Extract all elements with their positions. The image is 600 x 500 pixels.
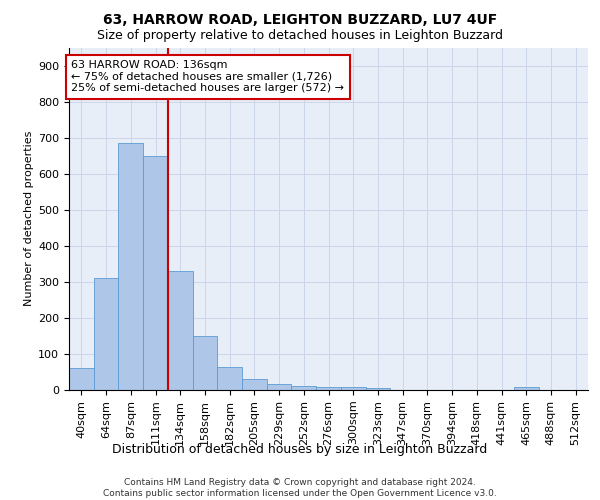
Text: 63, HARROW ROAD, LEIGHTON BUZZARD, LU7 4UF: 63, HARROW ROAD, LEIGHTON BUZZARD, LU7 4…: [103, 12, 497, 26]
Text: Contains HM Land Registry data © Crown copyright and database right 2024.
Contai: Contains HM Land Registry data © Crown c…: [103, 478, 497, 498]
Bar: [316, 387, 341, 390]
Bar: [69, 368, 94, 390]
Y-axis label: Number of detached properties: Number of detached properties: [24, 131, 34, 306]
Bar: [267, 384, 292, 390]
Text: Size of property relative to detached houses in Leighton Buzzard: Size of property relative to detached ho…: [97, 29, 503, 42]
Bar: [118, 143, 143, 390]
Bar: [514, 387, 539, 390]
Text: 63 HARROW ROAD: 136sqm
← 75% of detached houses are smaller (1,726)
25% of semi-: 63 HARROW ROAD: 136sqm ← 75% of detached…: [71, 60, 344, 94]
Bar: [365, 388, 390, 390]
Bar: [143, 156, 168, 390]
Bar: [242, 379, 267, 390]
Bar: [94, 278, 118, 390]
Text: Distribution of detached houses by size in Leighton Buzzard: Distribution of detached houses by size …: [112, 442, 488, 456]
Bar: [217, 366, 242, 390]
Bar: [292, 386, 316, 390]
Bar: [341, 387, 365, 390]
Bar: [168, 271, 193, 390]
Bar: [193, 336, 217, 390]
